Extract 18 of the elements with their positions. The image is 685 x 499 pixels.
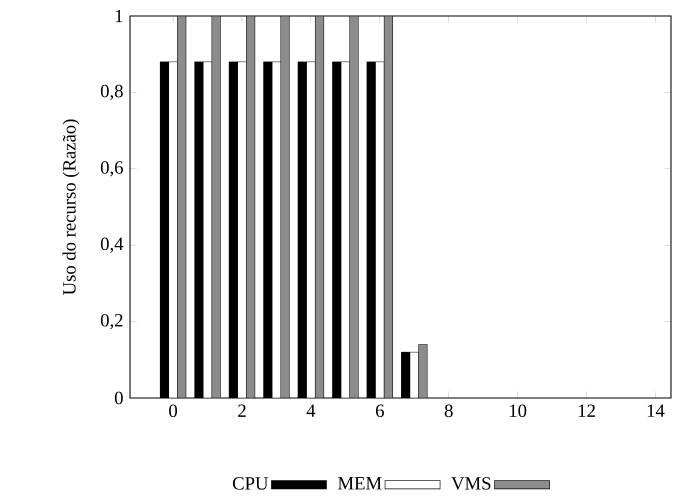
x-tick-label: 12 xyxy=(578,404,595,417)
y-tick-label: 0,8 xyxy=(100,84,123,100)
y-axis-title: Uso do recurso (Razão) xyxy=(62,119,80,295)
x-tick-label: 0 xyxy=(169,404,178,418)
y-tick-label: 1 xyxy=(116,10,122,22)
y-tick-label: 0,2 xyxy=(100,314,122,330)
legend-label: VMS xyxy=(451,477,490,490)
x-tick-label: 14 xyxy=(648,404,665,417)
y-tick-label: 0,6 xyxy=(100,161,123,176)
x-tick-label: 4 xyxy=(306,404,316,417)
x-tick-label: 6 xyxy=(376,404,384,418)
x-tick-label: 8 xyxy=(444,404,453,418)
y-tick-label: 0 xyxy=(114,392,123,404)
legend-label: MEM xyxy=(338,477,382,490)
legend-label: CPU xyxy=(232,477,268,490)
x-tick-label: 10 xyxy=(510,404,526,418)
y-tick-label: 0,4 xyxy=(100,238,124,253)
x-tick-label: 2 xyxy=(238,404,246,417)
